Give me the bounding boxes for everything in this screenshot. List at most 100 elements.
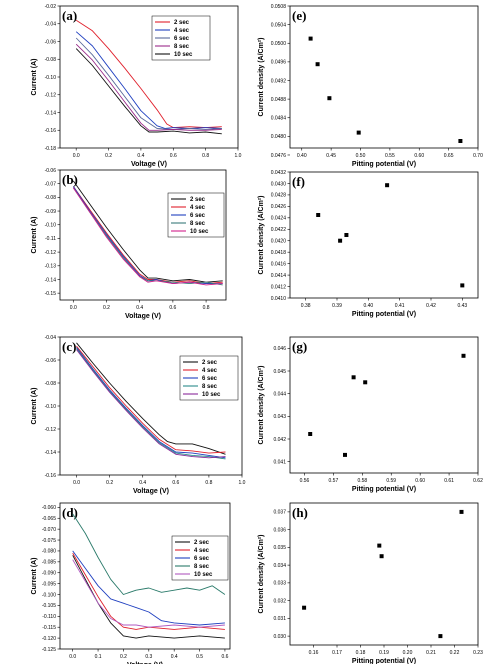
y-tick-label: -0.06 bbox=[45, 168, 57, 174]
y-tick-label: 0.0484 bbox=[271, 116, 287, 122]
x-tick-label: 0.17 bbox=[332, 650, 342, 656]
y-axis-title: Current density (A/Cm²) bbox=[258, 38, 265, 117]
y-axis-title: Current (A) bbox=[31, 558, 38, 595]
y-tick-label: -0.10 bbox=[45, 223, 57, 229]
scatter-point-h-2 bbox=[379, 554, 384, 559]
x-tick-label: 0.41 bbox=[395, 303, 405, 309]
scatter-point-g-3 bbox=[363, 380, 368, 385]
y-tick-label: -0.105 bbox=[42, 603, 56, 609]
y-tick-label: 0.0416 bbox=[271, 261, 287, 267]
legend-entry: 8 sec bbox=[202, 384, 218, 390]
x-tick-label: 0.65 bbox=[444, 153, 454, 159]
y-tick-label: -0.11 bbox=[45, 236, 56, 242]
x-axis-title: Voltage (V) bbox=[125, 313, 161, 320]
y-tick-label: 0.041 bbox=[273, 459, 286, 465]
y-tick-label: -0.10 bbox=[45, 75, 57, 81]
y-tick-label: 0.043 bbox=[273, 414, 286, 420]
y-tick-label: -0.13 bbox=[45, 264, 57, 270]
panel-label: (b) bbox=[62, 172, 78, 187]
y-tick-label: 0.0410 bbox=[271, 296, 287, 302]
x-tick-label: 0.42 bbox=[426, 303, 436, 309]
series-line-c-3 bbox=[76, 348, 226, 460]
chart-d: 0.0 0.1 0.2 0.3 0.4 0.5 0.6 -0.060 -0.065 -0.070 -… bbox=[31, 502, 231, 664]
series-line-c-0 bbox=[76, 342, 226, 455]
plot-frame bbox=[289, 502, 479, 646]
panel-label: (g) bbox=[292, 339, 307, 354]
plot-frame bbox=[59, 502, 231, 650]
y-tick-label: 0.035 bbox=[273, 545, 286, 551]
x-tick-label: 0.62 bbox=[473, 478, 483, 484]
x-tick-label: 0.43 bbox=[457, 303, 467, 309]
y-tick-label: -0.08 bbox=[45, 381, 57, 387]
y-tick-label: -0.10 bbox=[45, 404, 57, 410]
series-line-a-2 bbox=[75, 37, 222, 130]
x-tick-label: 0.16 bbox=[309, 650, 319, 656]
x-tick-label: 0.6 bbox=[170, 153, 177, 159]
chart-f: 0.38 0.39 0.40 0.41 0.42 0.43 0.0432 0.0430 0.04… bbox=[258, 170, 479, 318]
y-tick-label: 0.045 bbox=[273, 369, 286, 375]
y-tick-label: -0.085 bbox=[42, 560, 56, 566]
x-tick-label: 1.0 bbox=[235, 153, 242, 159]
panel-label: (e) bbox=[292, 8, 306, 23]
series-line-d-4 bbox=[72, 559, 225, 628]
x-axis-title: Pitting potential (V) bbox=[352, 161, 416, 168]
x-tick-label: 0.38 bbox=[301, 303, 311, 309]
y-tick-label: -0.120 bbox=[42, 636, 56, 642]
x-tick-label: 0.60 bbox=[414, 153, 424, 159]
legend-entry: 4 sec bbox=[174, 28, 190, 34]
panel-label: (c) bbox=[62, 339, 76, 354]
y-tick-label: 0.031 bbox=[273, 616, 286, 622]
y-tick-label: 0.037 bbox=[273, 510, 286, 516]
panel-label: (a) bbox=[62, 8, 77, 23]
x-tick-label: 0.8 bbox=[203, 305, 210, 311]
series-line-b-1 bbox=[72, 186, 223, 285]
scatter-point-f-2 bbox=[344, 233, 349, 237]
x-tick-label: 0.4 bbox=[136, 305, 143, 311]
plot-frame bbox=[59, 169, 227, 301]
x-tick-label: 0.8 bbox=[202, 153, 209, 159]
y-axis-title: Current density (A/Cm²) bbox=[258, 196, 265, 275]
y-tick-label: 0.0500 bbox=[271, 41, 287, 47]
y-tick-label: 0.0508 bbox=[271, 4, 287, 10]
legend-entry: 2 sec bbox=[174, 20, 190, 26]
chart-e: 0.40 0.45 0.50 0.55 0.60 0.65 0.70 0.0508 0.0504… bbox=[258, 4, 483, 168]
x-tick-label: 0.4 bbox=[139, 480, 146, 486]
legend-entry: 8 sec bbox=[190, 221, 206, 227]
x-tick-label: 0.2 bbox=[106, 480, 113, 486]
series-line-a-1 bbox=[75, 31, 222, 129]
x-tick-label: 0.59 bbox=[386, 478, 396, 484]
y-tick-label: -0.04 bbox=[45, 22, 57, 28]
legend-entry: 10 sec bbox=[174, 52, 193, 58]
y-tick-label: -0.18 bbox=[45, 146, 57, 152]
legend-entry: 6 sec bbox=[174, 36, 190, 42]
scatter-point-f-0 bbox=[316, 213, 321, 217]
x-tick-label: 0.70 bbox=[473, 153, 483, 159]
x-axis-title: Pitting potential (V) bbox=[352, 658, 416, 664]
y-tick-label: -0.065 bbox=[42, 516, 56, 522]
series-line-d-3 bbox=[72, 513, 226, 595]
x-tick-label: 0.0 bbox=[69, 654, 76, 660]
scatter-point-e-1 bbox=[315, 62, 320, 67]
x-tick-label: 0.40 bbox=[297, 153, 307, 159]
x-tick-label: 0.60 bbox=[415, 478, 425, 484]
legend-entry: 6 sec bbox=[202, 376, 218, 382]
legend-entry: 10 sec bbox=[190, 229, 209, 235]
scatter-point-g-2 bbox=[351, 375, 356, 380]
y-tick-label: -0.15 bbox=[45, 291, 57, 297]
x-tick-label: 0.39 bbox=[332, 303, 342, 309]
y-tick-label: -0.09 bbox=[45, 209, 57, 215]
x-tick-label: 0.58 bbox=[357, 478, 367, 484]
scatter-point-h-0 bbox=[302, 605, 307, 610]
scatter-point-g-1 bbox=[343, 452, 347, 457]
y-tick-label: 0.0476 bbox=[271, 153, 287, 159]
y-tick-label: -0.16 bbox=[45, 128, 57, 134]
scatter-point-g-4 bbox=[461, 353, 466, 358]
x-tick-label: 0.3 bbox=[145, 654, 152, 660]
legend-entry: 10 sec bbox=[194, 572, 213, 578]
x-tick-label: 0.5 bbox=[196, 654, 203, 660]
series-line-a-0 bbox=[75, 19, 222, 129]
series-line-c-1 bbox=[76, 345, 226, 454]
y-tick-label: 0.0420 bbox=[271, 239, 287, 245]
y-tick-label: -0.075 bbox=[42, 538, 56, 544]
